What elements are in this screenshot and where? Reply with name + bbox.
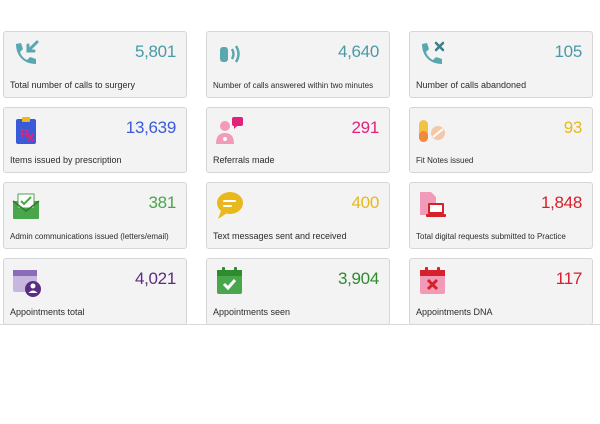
prescription-icon: R [16,117,36,144]
stat-card-appointments-dna: 117 Appointments DNA [409,258,593,325]
stat-label: Fit Notes issued [416,156,474,165]
svg-text:R: R [20,126,30,141]
stat-card-prescriptions: R 13,639 Items issued by prescription [3,107,187,173]
stat-value: 3,904 [337,269,379,288]
stat-label: Admin communications issued (letters/ema… [10,232,169,241]
phone-ringing-icon [220,45,240,63]
stat-card-fit-notes: 93 Fit Notes issued [409,107,593,173]
stat-value: 93 [563,118,583,137]
stat-label: Number of calls answered within two minu… [213,81,374,90]
calendar-user-icon [13,270,41,297]
stat-card-calls-answered: 4,640 Number of calls answered within tw… [206,31,390,98]
pills-icon [419,120,445,142]
stat-label: Items issued by prescription [10,155,122,165]
stat-label: Number of calls abandoned [416,80,527,90]
stat-value: 4,640 [337,42,379,61]
stat-value: 13,639 [125,118,177,137]
stat-label: Appointments total [10,307,85,317]
calendar-check-icon [217,267,242,294]
mail-icon [12,193,40,219]
stat-label: Total digital requests submitted to Prac… [416,232,566,241]
stat-value: 105 [554,42,583,61]
stat-value: 117 [555,269,583,288]
stat-value: 5,801 [134,42,176,61]
stat-value: 1,848 [540,193,582,212]
stat-card-admin-comms: 381 Admin communications issued (letters… [3,182,187,249]
stat-label: Total number of calls to surgery [10,80,136,90]
stat-value: 400 [351,193,380,212]
stat-label: Referrals made [213,155,275,165]
referral-icon [216,117,243,144]
stat-value: 4,021 [134,269,176,288]
stat-card-calls-total: 5,801 Total number of calls to surgery [3,31,187,98]
stat-card-text-messages: 400 Text messages sent and received [206,182,390,249]
stat-value: 291 [351,118,380,137]
stat-card-calls-abandoned: 105 Number of calls abandoned [409,31,593,98]
stat-card-digital-requests: 1,848 Total digital requests submitted t… [409,182,593,249]
incoming-call-icon [16,40,39,64]
stat-card-appointments-seen: 3,904 Appointments seen [206,258,390,325]
stat-label: Appointments DNA [416,307,493,317]
stat-card-referrals: 291 Referrals made [206,107,390,173]
chat-bubble-icon [217,192,243,219]
stat-label: Appointments seen [213,307,291,317]
stat-card-appointments-total: 4,021 Appointments total [3,258,187,325]
stat-label: Text messages sent and received [213,231,347,241]
calendar-cross-icon [420,267,445,294]
stat-value: 381 [148,193,177,212]
digital-request-icon [420,192,446,217]
missed-call-icon [422,41,445,64]
